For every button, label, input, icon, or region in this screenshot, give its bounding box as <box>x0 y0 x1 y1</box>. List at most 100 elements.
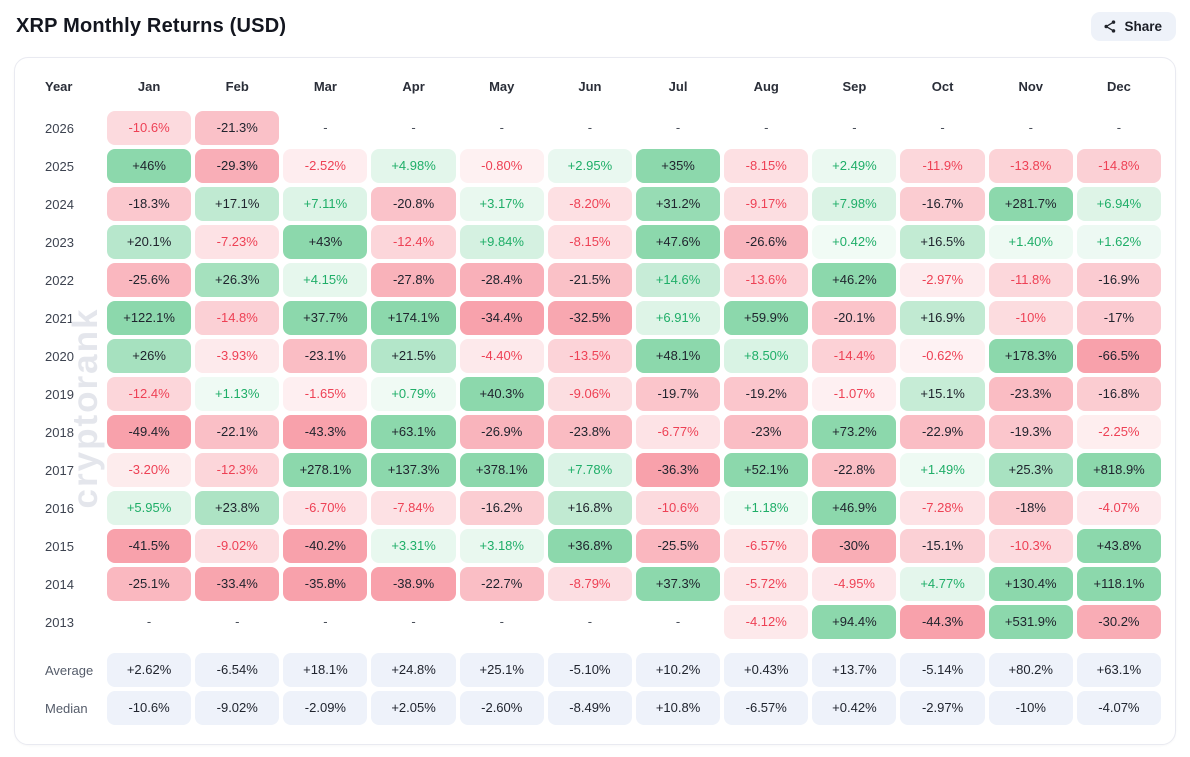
return-cell: +31.2% <box>635 187 721 221</box>
return-cell: +6.94% <box>1076 187 1161 221</box>
return-cell: -2.97% <box>900 691 985 725</box>
return-cell: -23.8% <box>547 415 632 449</box>
return-cell: -20.8% <box>371 187 456 221</box>
return-cell: +94.4% <box>812 605 897 639</box>
summary-row: Median -10.6% -9.02% -2.09% +2.05% -2.60% -8.4… <box>31 691 1161 725</box>
return-cell: -34.4% <box>459 301 544 335</box>
year-row: 2024 -18.3% +17.1% +7.11% -20.8% +3.17% -8.20%… <box>31 187 1161 221</box>
return-cell: -5.14% <box>900 653 985 687</box>
return-cell: +80.2% <box>988 653 1073 687</box>
return-cell: +1.13% <box>195 377 280 411</box>
return-cell: -22.1% <box>195 415 280 449</box>
return-cell: -35.8% <box>283 567 368 601</box>
return-cell: -5.72% <box>724 567 809 601</box>
return-cell: +16.8% <box>547 491 632 525</box>
return-cell: +4.98% <box>371 149 456 183</box>
summary-divider <box>31 643 1161 653</box>
return-cell: -2.60% <box>459 691 544 725</box>
return-cell: -8.15% <box>724 149 809 183</box>
return-cell: -0.80% <box>459 149 544 183</box>
return-cell: +35% <box>635 149 721 183</box>
return-cell: -27.8% <box>371 263 456 297</box>
return-cell: +73.2% <box>812 415 897 449</box>
return-cell: +13.7% <box>812 653 897 687</box>
return-cell: -10.6% <box>635 491 721 525</box>
year-label: 2013 <box>45 614 74 630</box>
column-header: Jul <box>668 79 688 94</box>
return-cell: - <box>323 120 328 135</box>
return-cell: -10.6% <box>107 111 192 145</box>
return-cell: -4.07% <box>1076 491 1161 525</box>
summary-label: Median <box>45 700 88 716</box>
year-label: 2019 <box>45 386 74 402</box>
return-cell: -16.2% <box>459 491 544 525</box>
return-cell: +6.91% <box>635 301 721 335</box>
return-cell: -4.07% <box>1076 691 1161 725</box>
return-cell: +2.05% <box>371 691 456 725</box>
return-cell: +10.2% <box>635 653 721 687</box>
return-cell: -14.4% <box>812 339 897 373</box>
column-header: Aug <box>753 79 779 94</box>
return-cell: -0.62% <box>900 339 985 373</box>
return-cell: +63.1% <box>371 415 456 449</box>
return-cell: -2.52% <box>283 149 368 183</box>
column-header: Oct <box>931 79 954 94</box>
return-cell: +5.95% <box>107 491 192 525</box>
return-cell: -13.8% <box>988 149 1073 183</box>
return-cell: -40.2% <box>283 529 368 563</box>
return-cell: - <box>499 120 504 135</box>
return-cell: +36.8% <box>547 529 632 563</box>
return-cell: +63.1% <box>1076 653 1161 687</box>
return-cell: +17.1% <box>195 187 280 221</box>
column-header: Sep <box>842 79 867 94</box>
return-cell: -19.7% <box>635 377 721 411</box>
return-cell: -21.5% <box>547 263 632 297</box>
return-cell: -10.6% <box>107 691 192 725</box>
return-cell: -6.57% <box>724 691 809 725</box>
return-cell: +21.5% <box>371 339 456 373</box>
year-row: 2021 +122.1% -14.8% +37.7% +174.1% -34.4% -32.… <box>31 301 1161 335</box>
column-header: Dec <box>1106 79 1131 94</box>
return-cell: +52.1% <box>724 453 809 487</box>
return-cell: - <box>587 120 593 135</box>
return-cell: -15.1% <box>900 529 985 563</box>
return-cell: - <box>411 614 416 629</box>
share-button-label: Share <box>1124 18 1162 34</box>
column-header: Jun <box>578 79 602 94</box>
return-cell: -14.8% <box>195 301 280 335</box>
return-cell: +37.3% <box>635 567 721 601</box>
return-cell: +281.7% <box>988 187 1073 221</box>
return-cell: -23% <box>724 415 809 449</box>
return-cell: - <box>323 614 328 629</box>
year-label: 2026 <box>45 120 74 136</box>
year-row: 2025 +46% -29.3% -2.52% +4.98% -0.80% +2.95% +3… <box>31 149 1161 183</box>
return-cell: +378.1% <box>459 453 544 487</box>
page-title: XRP Monthly Returns (USD) <box>16 14 287 37</box>
year-label: 2015 <box>45 538 74 554</box>
return-cell: -13.5% <box>547 339 632 373</box>
return-cell: -3.20% <box>107 453 192 487</box>
return-cell: +48.1% <box>635 339 721 373</box>
share-button[interactable]: Share <box>1091 11 1176 41</box>
return-cell: +40.3% <box>459 377 544 411</box>
return-cell: -6.57% <box>724 529 809 563</box>
return-cell: -25.1% <box>107 567 192 601</box>
return-cell: - <box>1116 120 1122 135</box>
return-cell: - <box>146 614 152 629</box>
return-cell: +3.18% <box>459 529 544 563</box>
returns-heatmap-table: Year Jan Feb Mar Apr May Jun Jul Aug Sep Oct Nov Dec… <box>31 68 1161 725</box>
return-cell: +531.9% <box>988 605 1073 639</box>
return-cell: +37.7% <box>283 301 368 335</box>
return-cell: -12.4% <box>107 377 192 411</box>
share-icon <box>1103 19 1117 34</box>
return-cell: -4.95% <box>812 567 897 601</box>
return-cell: -22.7% <box>459 567 544 601</box>
return-cell: -22.9% <box>900 415 985 449</box>
column-header: Mar <box>313 79 337 94</box>
return-cell: -19.3% <box>988 415 1073 449</box>
year-label: 2018 <box>45 424 74 440</box>
return-cell: - <box>411 120 416 135</box>
return-cell: -2.97% <box>900 263 985 297</box>
return-cell: +118.1% <box>1076 567 1161 601</box>
return-cell: +46.2% <box>812 263 897 297</box>
